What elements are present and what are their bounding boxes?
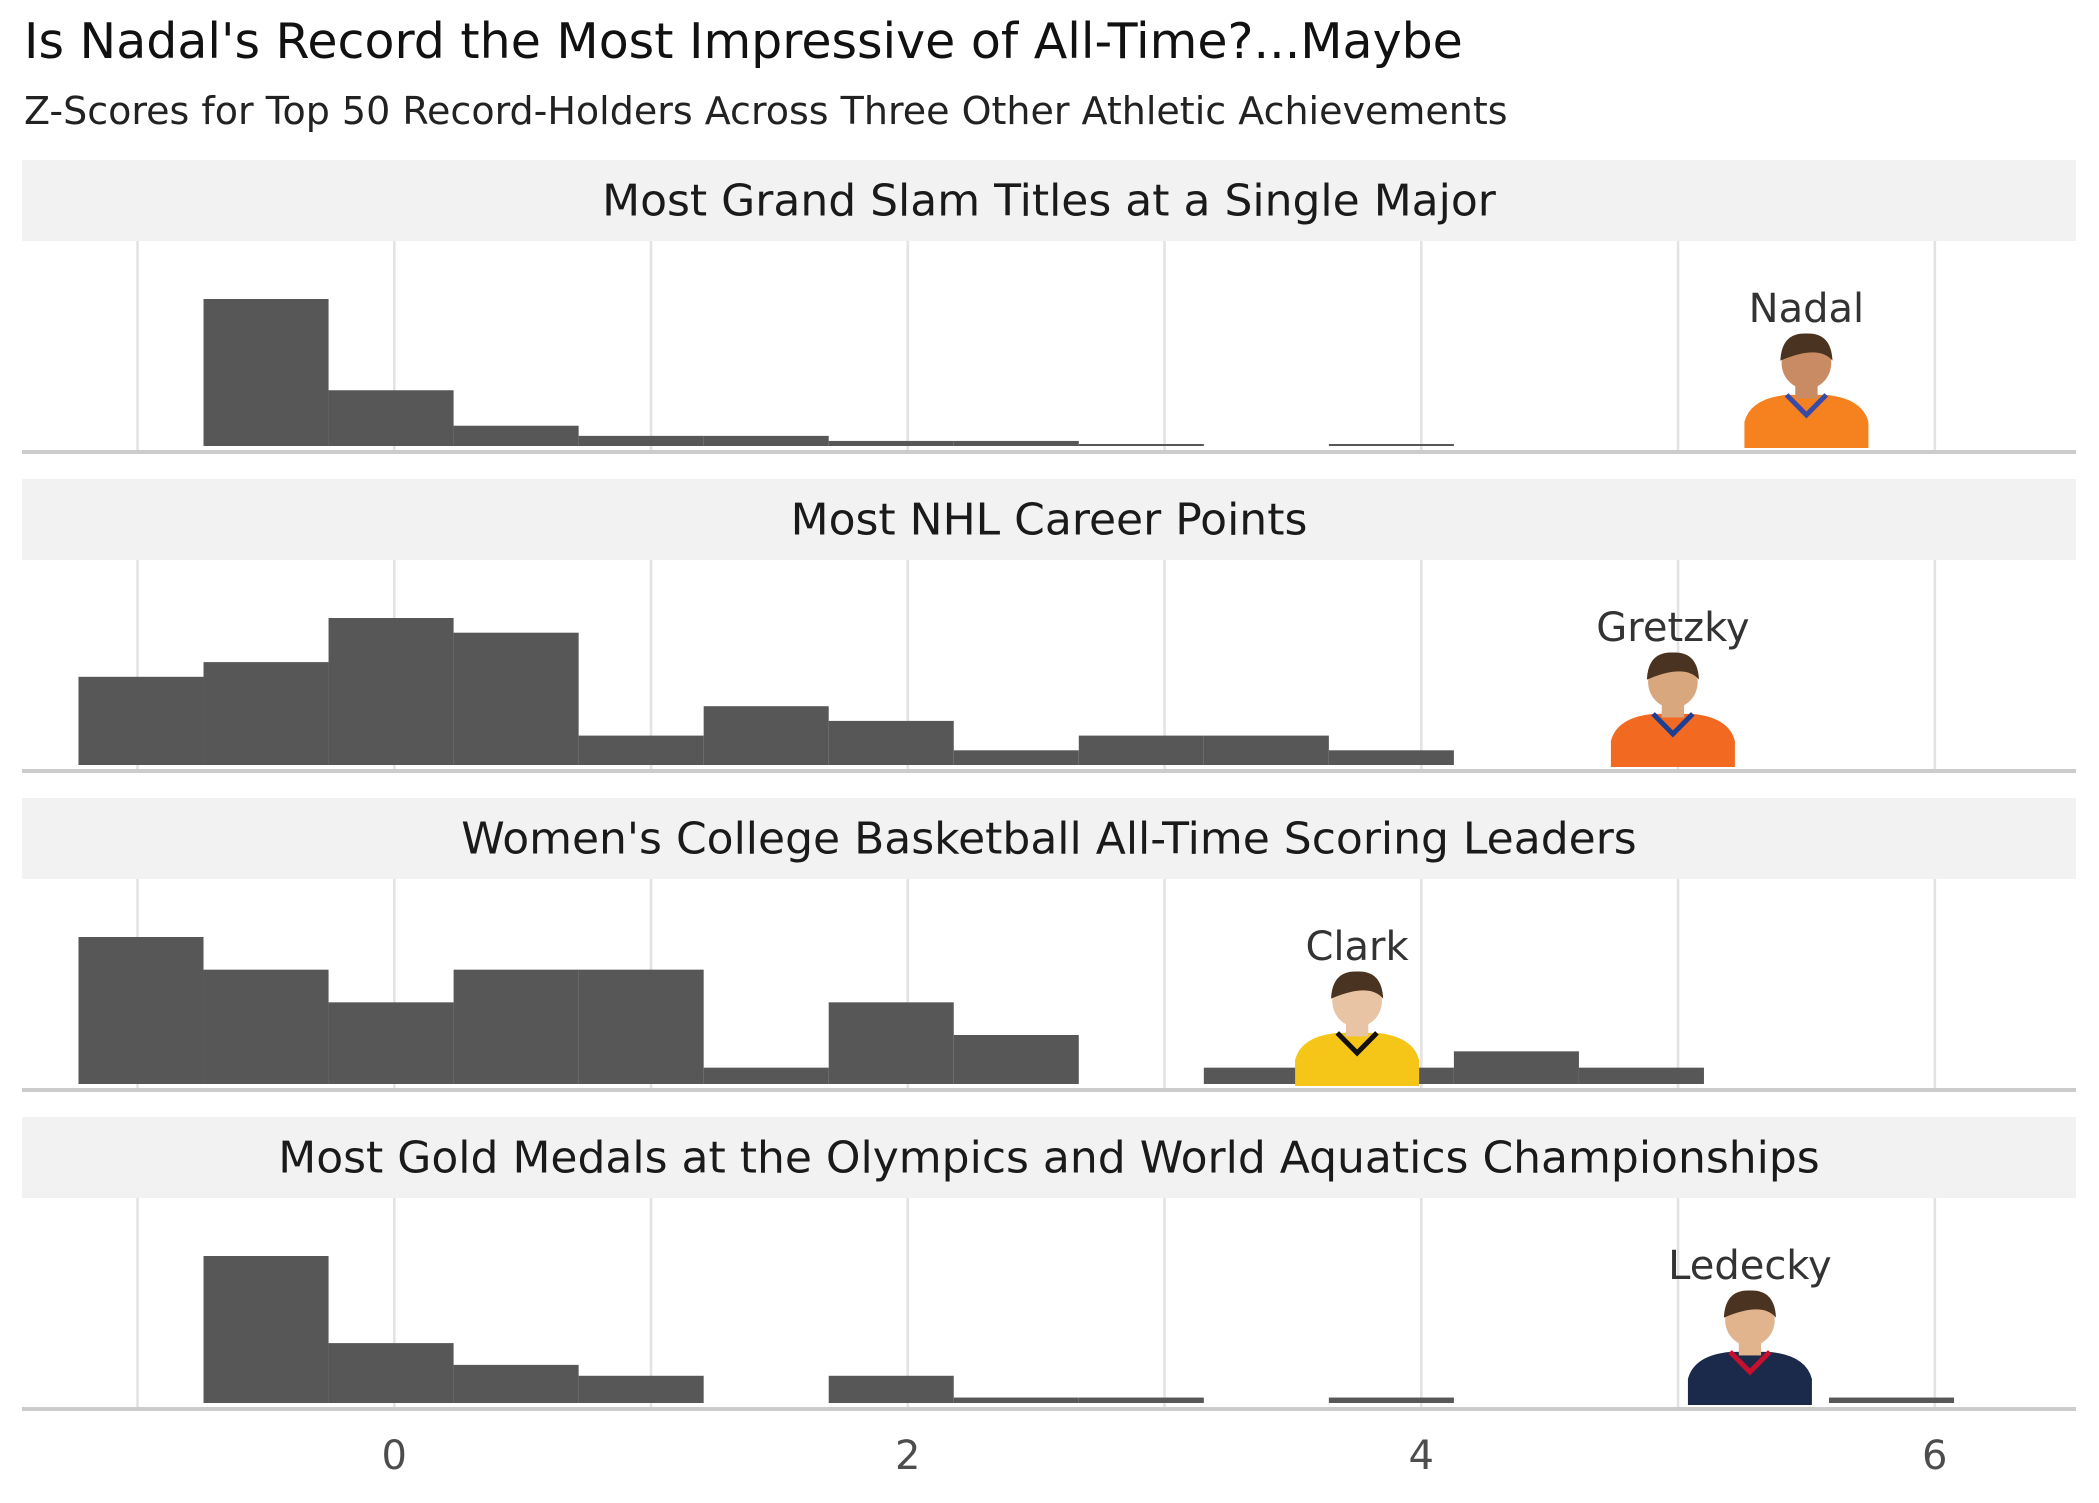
panel-4: Most Gold Medals at the Olympics and Wor…	[22, 1117, 2076, 1411]
panel-strip-label: Most NHL Career Points	[791, 495, 1308, 546]
ledecky-portrait-shirt	[1687, 1351, 1812, 1405]
histogram-bar	[1328, 750, 1454, 765]
histogram-bar	[578, 735, 704, 765]
histogram-bar	[828, 440, 954, 446]
panel-strip	[22, 160, 2076, 241]
clark-portrait-shirt	[1295, 1032, 1420, 1086]
panel-strip-label: Most Gold Medals at the Olympics and Wor…	[278, 1133, 1819, 1184]
histogram-bar	[453, 969, 579, 1084]
chart-title: Is Nadal's Record the Most Impressive of…	[24, 13, 1463, 70]
histogram-bar	[328, 618, 454, 765]
histogram-bar	[328, 1343, 454, 1403]
histogram-bar	[578, 1375, 704, 1403]
ledecky-portrait	[1687, 1290, 1812, 1405]
histogram-bar	[1328, 1397, 1454, 1403]
gretzky-portrait-shirt	[1610, 713, 1735, 767]
clark-portrait-hair	[1331, 971, 1384, 999]
histogram-bar	[78, 937, 204, 1084]
histogram-bar	[453, 1364, 579, 1403]
histogram-bar	[203, 969, 329, 1084]
histogram-bar	[453, 425, 579, 446]
histogram-bar	[1078, 444, 1204, 446]
chart-subtitle: Z-Scores for Top 50 Record-Holders Acros…	[24, 89, 1508, 133]
histogram-bar	[828, 1002, 954, 1084]
histogram-bar	[1328, 444, 1454, 446]
x-tick-label: 6	[1922, 1433, 1947, 1479]
athlete-label: Nadal	[1749, 286, 1864, 332]
histogram-bar	[828, 1375, 954, 1403]
histogram-bar	[703, 1067, 829, 1084]
panel-strip	[22, 1117, 2076, 1198]
panel-strip-label: Most Grand Slam Titles at a Single Major	[602, 176, 1497, 227]
panel-3: Women's College Basketball All-Time Scor…	[22, 798, 2076, 1092]
x-axis: 0 2 4 6	[382, 1433, 1948, 1479]
panel-strip	[22, 798, 2076, 879]
histogram-bar	[1453, 1051, 1579, 1084]
histogram-bar	[1078, 1397, 1204, 1403]
athlete-label: Ledecky	[1668, 1243, 1832, 1289]
histogram-bar	[953, 1035, 1079, 1084]
clark-portrait-collar	[1335, 1031, 1379, 1057]
x-tick-label: 4	[1409, 1433, 1434, 1479]
histogram-bar	[953, 440, 1079, 446]
gretzky-portrait	[1610, 652, 1735, 767]
histogram-bar	[953, 1397, 1079, 1403]
x-tick-label: 0	[382, 1433, 407, 1479]
histogram-bar	[953, 750, 1079, 765]
histogram-bar	[1078, 735, 1204, 765]
histogram-bar	[578, 969, 704, 1084]
clark-portrait	[1295, 971, 1420, 1086]
histogram-bar	[703, 706, 829, 765]
panels: Most Grand Slam Titles at a Single Major…	[22, 160, 2076, 1411]
histogram-bar	[328, 1002, 454, 1084]
histogram-bar	[1829, 1397, 1955, 1403]
x-tick-label: 2	[895, 1433, 920, 1479]
histogram-bar	[1203, 735, 1329, 765]
histogram-bar	[828, 720, 954, 765]
histogram-bar	[203, 299, 329, 446]
nadal-portrait-hair	[1780, 333, 1833, 361]
ledecky-portrait-hair	[1723, 1290, 1776, 1318]
histogram-bar	[328, 390, 454, 446]
athlete-label: Gretzky	[1596, 605, 1749, 651]
histogram-bar	[703, 435, 829, 446]
nadal-portrait	[1744, 333, 1869, 448]
histogram-bar	[203, 662, 329, 765]
histogram-bar	[453, 632, 579, 765]
histogram-bar	[1578, 1067, 1704, 1084]
athlete-label: Clark	[1306, 924, 1410, 970]
histogram-bar	[78, 676, 204, 765]
panel-1: Most Grand Slam Titles at a Single Major…	[22, 160, 2076, 454]
nadal-portrait-shirt	[1744, 394, 1869, 448]
gretzky-portrait-hair	[1646, 652, 1699, 680]
histogram-bar	[578, 435, 704, 446]
panel-2: Most NHL Career Points Gretzky	[22, 479, 2076, 773]
histogram-bar	[203, 1256, 329, 1403]
nadal-portrait-collar	[1784, 393, 1829, 419]
ledecky-portrait-collar	[1728, 1350, 1772, 1376]
panel-strip-label: Women's College Basketball All-Time Scor…	[461, 814, 1636, 865]
panel-strip	[22, 479, 2076, 560]
gretzky-portrait-collar	[1651, 712, 1695, 738]
